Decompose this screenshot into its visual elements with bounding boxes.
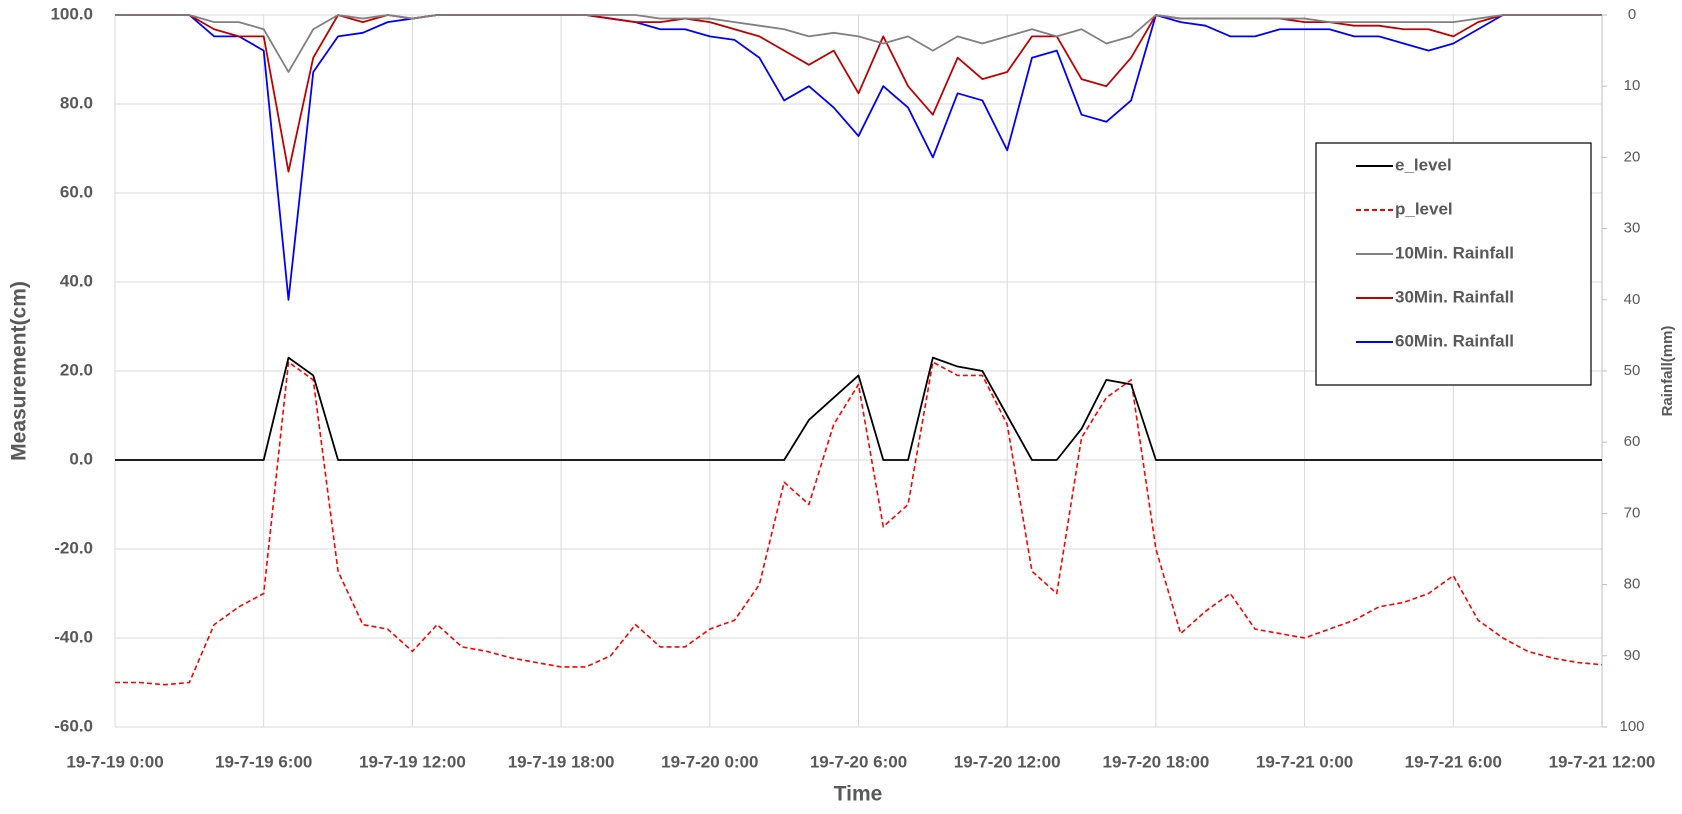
x-tick-label: 19-7-21 6:00: [1405, 752, 1502, 771]
y2-tick-label: 20: [1624, 148, 1641, 165]
y-tick-label: 100.0: [50, 4, 93, 23]
y2-tick-label: 80: [1624, 576, 1641, 593]
y2-tick-label: 100: [1619, 718, 1644, 735]
x-tick-label: 19-7-20 0:00: [661, 752, 758, 771]
y2-tick-label: 60: [1624, 433, 1641, 450]
y-tick-label: 20.0: [60, 360, 93, 379]
y2-tick-label: 30: [1624, 220, 1641, 237]
series-line: [115, 14, 1602, 173]
legend-label: 30Min. Rainfall: [1395, 287, 1514, 306]
x-tick-label: 19-7-21 12:00: [1549, 752, 1656, 771]
x-axis-title: Time: [834, 783, 883, 806]
x-tick-label: 19-7-20 18:00: [1102, 752, 1209, 771]
x-tick-label: 19-7-19 6:00: [215, 752, 312, 771]
y-tick-label: 60.0: [60, 182, 93, 201]
legend-label: 10Min. Rainfall: [1395, 243, 1514, 262]
legend-label: p_level: [1395, 199, 1453, 218]
series-line: [115, 14, 1602, 301]
y-tick-label: 40.0: [60, 271, 93, 290]
x-tick-label: 19-7-21 0:00: [1256, 752, 1353, 771]
y-tick-label: -40.0: [54, 627, 93, 646]
y-axis-title: Measurement(cm): [8, 281, 31, 461]
x-tick-label: 19-7-20 6:00: [810, 752, 907, 771]
y2-axis-title: Rainfall(mm): [1659, 326, 1676, 417]
y2-tick-label: 90: [1624, 647, 1641, 664]
x-tick-label: 19-7-20 12:00: [954, 752, 1061, 771]
y-tick-label: -20.0: [54, 538, 93, 557]
series-line: [115, 356, 1602, 461]
y-tick-label: 80.0: [60, 93, 93, 112]
y2-tick-label: 40: [1624, 291, 1641, 308]
legend-box: [1315, 142, 1592, 386]
y2-tick-label: 50: [1624, 362, 1641, 379]
x-tick-label: 19-7-19 18:00: [508, 752, 615, 771]
x-tick-label: 19-7-19 12:00: [359, 752, 466, 771]
y-tick-label: 0.0: [69, 449, 93, 468]
y2-tick-label: 70: [1624, 504, 1641, 521]
y2-tick-label: 0: [1628, 6, 1636, 23]
y-tick-label: -60.0: [54, 716, 93, 735]
x-tick-label: 19-7-19 0:00: [66, 752, 163, 771]
legend-label: e_level: [1395, 155, 1452, 174]
series-line: [115, 361, 1603, 686]
legend-label: 60Min. Rainfall: [1395, 331, 1514, 350]
series-line: [115, 14, 1602, 73]
y2-tick-label: 10: [1624, 77, 1641, 94]
